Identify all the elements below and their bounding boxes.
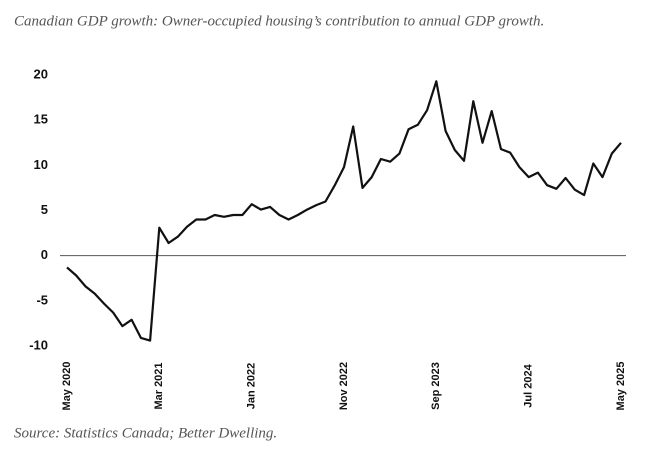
x-tick-label: Nov 2022 (338, 362, 350, 410)
source-note: Source: Statistics Canada; Better Dwelli… (14, 425, 277, 441)
x-tick-label: Jan 2022 (246, 363, 258, 409)
x-tick-label: Jul 2024 (523, 363, 535, 407)
y-tick-label: 15 (34, 112, 48, 127)
chart-title: Canadian GDP growth: Owner-occupied hous… (14, 13, 544, 29)
x-tick-label: May 2020 (61, 362, 73, 411)
x-tick-label: May 2025 (615, 362, 627, 411)
y-tick-label: -5 (36, 292, 48, 307)
y-tick-label: 0 (41, 247, 48, 262)
y-tick-label: 20 (34, 66, 48, 81)
line (66, 80, 622, 342)
y-tick-label: 10 (34, 157, 48, 172)
x-tick-label: Mar 2021 (153, 362, 165, 409)
y-tick-label: 5 (41, 202, 48, 217)
y-tick-label: -10 (29, 337, 48, 352)
x-tick-label: Sep 2023 (430, 362, 442, 410)
